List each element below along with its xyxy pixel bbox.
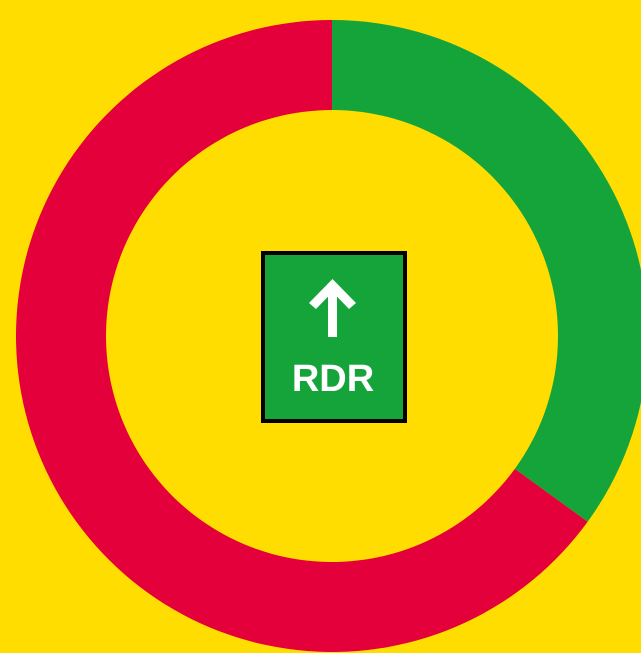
donut-slice <box>15 20 588 653</box>
arrow-head <box>309 279 356 309</box>
center-label: RDR <box>292 358 374 400</box>
donut-slice <box>332 20 641 522</box>
arrow-icon <box>309 279 356 337</box>
slices <box>15 20 641 653</box>
arrow-shaft <box>328 287 337 337</box>
